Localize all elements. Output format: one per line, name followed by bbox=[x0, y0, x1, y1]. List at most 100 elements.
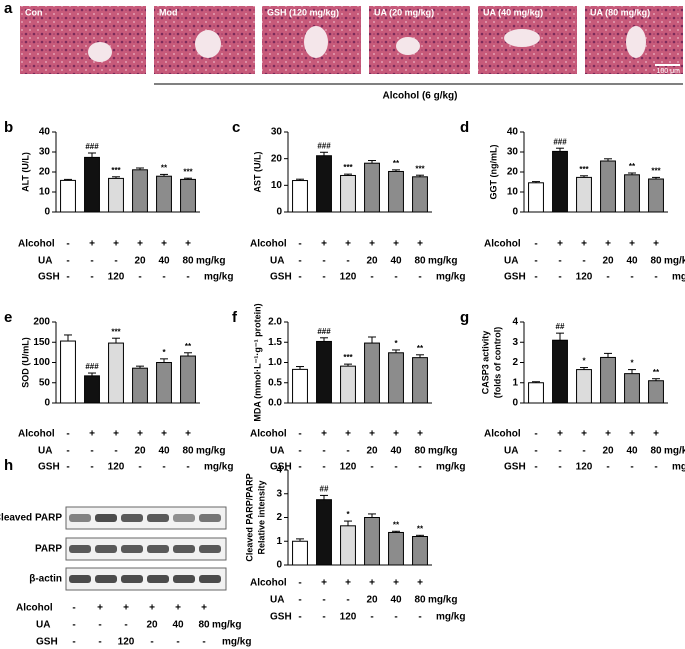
y-tick-label: 0 bbox=[512, 207, 518, 218]
table-cell: 20 bbox=[134, 256, 146, 267]
blot-strip bbox=[65, 537, 227, 561]
table-cell: - bbox=[298, 239, 301, 250]
y-tick-label: 0 bbox=[276, 207, 282, 218]
table-unit: mg/kg bbox=[196, 446, 225, 457]
table-cell: - bbox=[558, 446, 561, 457]
image-label: Con bbox=[25, 7, 43, 17]
table-cell: 20 bbox=[146, 620, 158, 631]
y-tick-label: 0.0 bbox=[268, 398, 282, 409]
significance-marker: *** bbox=[343, 163, 353, 172]
table-cell: 40 bbox=[158, 446, 170, 457]
table-cell: + bbox=[175, 603, 181, 614]
table-cell: - bbox=[534, 272, 537, 283]
table-cell: + bbox=[137, 239, 143, 250]
y-axis-label: ALT (U/L) bbox=[20, 152, 30, 192]
table-row-label: UA bbox=[270, 595, 284, 606]
table-cell: 40 bbox=[158, 256, 170, 267]
significance-marker: * bbox=[394, 339, 398, 348]
bar bbox=[292, 540, 308, 566]
y-tick-label: 0 bbox=[44, 398, 50, 409]
blot-band bbox=[95, 545, 117, 553]
significance-marker: *** bbox=[415, 164, 425, 173]
vein bbox=[504, 29, 540, 47]
bar bbox=[292, 368, 308, 404]
table-cell: + bbox=[581, 429, 587, 440]
table-row-label: Alcohol bbox=[250, 578, 287, 589]
table-cell: + bbox=[161, 429, 167, 440]
table-cell: 80 bbox=[198, 620, 210, 631]
table-row-label: UA bbox=[38, 256, 52, 267]
table-row-label: GSH bbox=[504, 272, 526, 283]
vein bbox=[396, 37, 420, 55]
vein bbox=[88, 42, 112, 62]
y-tick-label: 10 bbox=[271, 180, 283, 191]
bar bbox=[84, 156, 100, 213]
table-cell: + bbox=[321, 239, 327, 250]
significance-marker: * bbox=[162, 348, 166, 357]
bar bbox=[316, 499, 332, 566]
bar bbox=[292, 180, 308, 213]
table-cell: 80 bbox=[182, 256, 194, 267]
table-row-label: UA bbox=[270, 446, 284, 457]
y-tick-label: 1.0 bbox=[268, 357, 282, 368]
table-cell: - bbox=[322, 595, 325, 606]
y-tick-label: 10 bbox=[507, 187, 519, 198]
bar bbox=[364, 162, 380, 213]
significance-marker: ### bbox=[317, 327, 331, 336]
significance-marker: ## bbox=[556, 322, 565, 331]
table-row-label: GSH bbox=[38, 272, 60, 283]
y-axis-label: CASP3 activity bbox=[480, 331, 490, 395]
panel-letter: h bbox=[4, 457, 13, 474]
table-cell: + bbox=[161, 239, 167, 250]
y-tick-label: 40 bbox=[507, 127, 519, 138]
table-row-label: Alcohol bbox=[18, 429, 55, 440]
table-row-label: UA bbox=[504, 446, 518, 457]
bar bbox=[108, 177, 124, 213]
image-label: UA (20 mg/kg) bbox=[374, 7, 434, 17]
blot-band bbox=[121, 545, 143, 553]
y-tick-label: 30 bbox=[271, 127, 283, 138]
table-cell: 120 bbox=[576, 272, 593, 283]
table-unit: mg/kg bbox=[436, 612, 465, 623]
table-cell: + bbox=[369, 239, 375, 250]
bar bbox=[528, 382, 544, 404]
bar bbox=[108, 342, 124, 404]
table-cell: - bbox=[322, 256, 325, 267]
y-tick-label: 100 bbox=[33, 357, 50, 368]
table-cell: + bbox=[417, 239, 423, 250]
table-cell: 20 bbox=[602, 446, 614, 457]
blot-band bbox=[121, 514, 143, 522]
image-label: UA (80 mg/kg) bbox=[590, 7, 650, 17]
y-axis-label: Relative intensity bbox=[256, 480, 266, 554]
table-cell: - bbox=[534, 429, 537, 440]
blot-band bbox=[95, 514, 117, 522]
table-row-label: GSH bbox=[270, 462, 292, 473]
table-cell: - bbox=[606, 272, 609, 283]
histology-image bbox=[20, 6, 146, 74]
bar bbox=[412, 536, 428, 566]
table-cell: 80 bbox=[414, 446, 426, 457]
panel-letter: b bbox=[4, 119, 13, 136]
significance-marker: *** bbox=[111, 327, 121, 336]
blot-band bbox=[173, 514, 195, 522]
table-cell: - bbox=[346, 595, 349, 606]
bar bbox=[340, 365, 356, 404]
table-cell: - bbox=[186, 272, 189, 283]
table-row-label: GSH bbox=[36, 637, 58, 648]
table-cell: - bbox=[298, 446, 301, 457]
table-unit: mg/kg bbox=[204, 272, 233, 283]
table-row-label: GSH bbox=[504, 462, 526, 473]
bar bbox=[388, 531, 404, 566]
bar bbox=[624, 373, 640, 404]
band-label: β-actin bbox=[29, 574, 62, 585]
vein bbox=[195, 30, 221, 58]
table-row-label: UA bbox=[36, 620, 50, 631]
table-cell: - bbox=[582, 446, 585, 457]
y-tick-label: 40 bbox=[39, 127, 51, 138]
bar bbox=[364, 342, 380, 404]
western-blot bbox=[65, 506, 227, 591]
table-cell: 120 bbox=[118, 637, 135, 648]
table-cell: - bbox=[98, 637, 101, 648]
table-cell: - bbox=[66, 239, 69, 250]
table-cell: 40 bbox=[172, 620, 184, 631]
